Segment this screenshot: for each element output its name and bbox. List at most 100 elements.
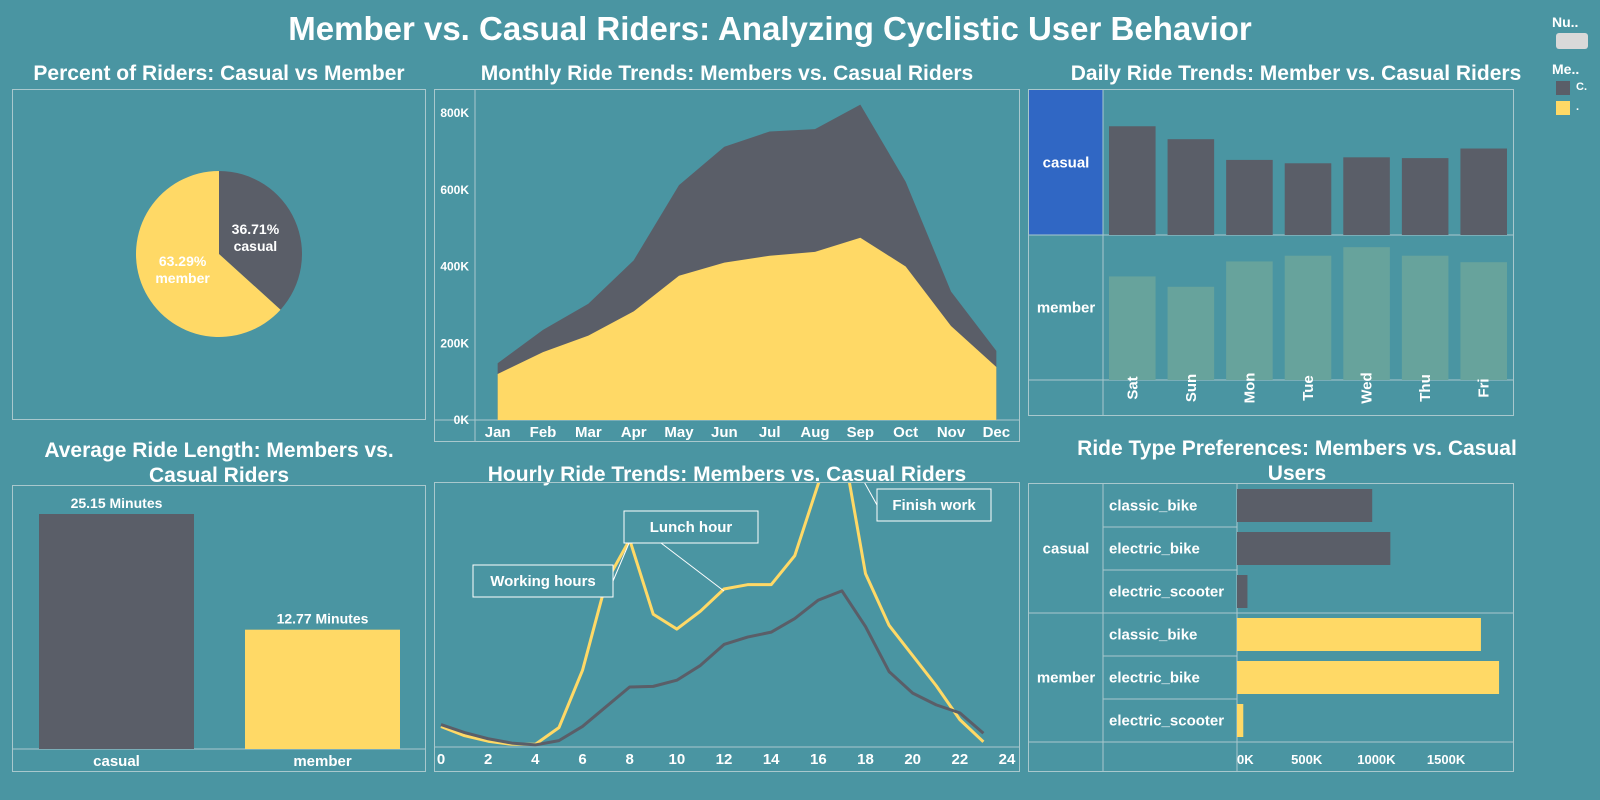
- legend-member-label: Me..: [1552, 61, 1580, 77]
- monthly-x-tick: Mar: [575, 424, 602, 441]
- monthly-panel: 0K 200K 400K 600K 800K Jan Feb Mar Apr May Jun Jul A…: [434, 89, 1020, 442]
- daily-bar-casual: [1109, 126, 1156, 235]
- daily-title: Daily Ride Trends: Member vs. Casual Rid…: [1070, 62, 1522, 85]
- avg-length-title: Average Ride Length: Members vs. Casual …: [44, 439, 394, 487]
- legend-swatch-member[interactable]: [1556, 101, 1570, 115]
- ride-x-tick: 1000K: [1357, 752, 1396, 767]
- hourly-x-tick: 18: [857, 751, 874, 768]
- daily-bar-chart: casual member Sat Sun Mon Tue Wed Thu Fri: [1029, 90, 1513, 415]
- daily-x-tick: Fri: [1476, 378, 1493, 397]
- annotation-pointer: [841, 441, 878, 506]
- monthly-y-tick: 200K: [440, 336, 469, 350]
- avg-length-bar-chart: 25.15 Minutes casual 12.77 Minutes member: [13, 495, 425, 770]
- avg-value-label: 25.15 Minutes: [71, 495, 163, 511]
- ride-type-panel: casual classic_bike electric_bike electric_…: [1028, 483, 1514, 772]
- pie-percent-label: 63.29%: [159, 253, 207, 269]
- daily-x-tick: Wed: [1359, 372, 1376, 403]
- ride-category-label: classic_bike: [1109, 498, 1197, 515]
- annotation-label: Finish work: [892, 497, 976, 514]
- monthly-x-tick: Jan: [485, 424, 511, 441]
- ride-bar-casual-classic_bike: [1237, 489, 1373, 522]
- daily-row-label-member: member: [1037, 300, 1096, 317]
- annotation-pointer: [612, 541, 631, 582]
- daily-bar-casual: [1284, 163, 1332, 235]
- monthly-y-tick: 600K: [440, 183, 469, 197]
- legend-slider[interactable]: [1556, 33, 1588, 49]
- ride-bar-casual-electric_scooter: [1237, 575, 1248, 608]
- monthly-title: Monthly Ride Trends: Members vs. Casual …: [480, 62, 974, 85]
- daily-x-tick: Tue: [1300, 375, 1317, 401]
- ride-category-label: electric_bike: [1109, 541, 1200, 558]
- ride-bar-member-electric_scooter: [1237, 704, 1244, 737]
- ride-bar-casual-electric_bike: [1237, 532, 1391, 565]
- hourly-x-tick: 10: [668, 751, 685, 768]
- monthly-x-tick: Feb: [530, 424, 557, 441]
- annotation-pointer: [660, 542, 725, 592]
- legend-number-label: Nu..: [1552, 14, 1579, 30]
- daily-x-tick: Thu: [1417, 374, 1434, 402]
- annotation-box: [472, 564, 614, 598]
- ride-bar-member-classic_bike: [1237, 618, 1481, 651]
- monthly-area-member: [497, 237, 997, 420]
- monthly-x-tick: Jun: [711, 424, 738, 441]
- monthly-x-tick: May: [664, 424, 694, 441]
- annotation-box: [876, 488, 992, 522]
- daily-panel: casual member Sat Sun Mon Tue Wed Thu Fri: [1028, 89, 1514, 416]
- monthly-area-chart: 0K 200K 400K 600K 800K Jan Feb Mar Apr May Jun Jul A…: [435, 90, 1019, 441]
- hourly-title: Hourly Ride Trends: Members vs. Casual R…: [487, 463, 967, 486]
- hourly-x-tick: 22: [951, 751, 968, 768]
- monthly-x-tick: Jul: [759, 424, 781, 441]
- daily-bar-member: [1343, 247, 1390, 380]
- ride-category-label: electric_scooter: [1109, 713, 1224, 730]
- avg-length-panel: 25.15 Minutes casual 12.77 Minutes member: [12, 485, 426, 772]
- dashboard-title: Member vs. Casual Riders: Analyzing Cycl…: [288, 10, 1252, 47]
- annotation-label: Working hours: [490, 573, 596, 590]
- ride-group-label-casual: casual: [1043, 541, 1090, 558]
- avg-bar-casual: [39, 514, 194, 749]
- hourly-x-tick: 8: [625, 751, 633, 768]
- hourly-x-tick: 24: [999, 751, 1016, 768]
- hourly-panel: 0 2 4 6 8 10 12 14 16 18 20 22 24 Working hours Lunch …: [434, 438, 1020, 772]
- hourly-x-tick: 2: [484, 751, 492, 768]
- monthly-y-tick: 400K: [440, 260, 469, 274]
- annotation-box: [623, 510, 759, 544]
- monthly-x-tick: Nov: [937, 424, 966, 441]
- ride-type-title: Ride Type Preferences: Members vs. Casua…: [1077, 437, 1517, 485]
- pie-percent-label: 36.71%: [232, 221, 280, 237]
- pie-title: Percent of Riders: Casual vs Member: [33, 62, 405, 85]
- daily-bar-casual: [1167, 139, 1215, 235]
- legend-swatch-casual[interactable]: [1556, 81, 1570, 95]
- ride-category-label: electric_bike: [1109, 670, 1200, 687]
- ride-type-bar-chart: casual classic_bike electric_bike electric_…: [1029, 484, 1513, 771]
- daily-bar-casual: [1460, 148, 1507, 235]
- ride-category-label: classic_bike: [1109, 627, 1197, 644]
- daily-x-tick: Mon: [1241, 373, 1258, 404]
- hourly-x-tick: 4: [531, 751, 540, 768]
- legend-item-member: .: [1576, 101, 1580, 113]
- daily-x-tick: Sat: [1124, 376, 1141, 399]
- daily-row-header-selected: [1029, 90, 1103, 235]
- daily-bar-member: [1109, 276, 1156, 380]
- ride-group-label-member: member: [1037, 670, 1096, 687]
- avg-bar-member: [245, 629, 400, 749]
- monthly-x-tick: Sep: [847, 424, 875, 441]
- ride-x-tick: 0K: [1237, 752, 1254, 767]
- daily-bar-casual: [1226, 159, 1273, 235]
- daily-bar-casual: [1343, 157, 1390, 235]
- daily-bar-member: [1226, 261, 1273, 380]
- hourly-x-tick: 16: [810, 751, 827, 768]
- monthly-y-tick: 0K: [454, 413, 470, 427]
- avg-x-tick: casual: [93, 753, 140, 770]
- ride-x-tick: 1500K: [1427, 752, 1466, 767]
- hourly-x-tick: 0: [437, 751, 445, 768]
- legend-item-casual: C.: [1576, 81, 1587, 93]
- daily-bar-member: [1460, 262, 1507, 380]
- pie-name-label: casual: [234, 238, 278, 254]
- hourly-x-tick: 20: [904, 751, 921, 768]
- pie-slice-member: [135, 170, 281, 337]
- ride-x-tick: 500K: [1291, 752, 1323, 767]
- monthly-x-tick: Oct: [893, 424, 918, 441]
- daily-bar-member: [1167, 286, 1215, 380]
- hourly-x-tick: 6: [578, 751, 586, 768]
